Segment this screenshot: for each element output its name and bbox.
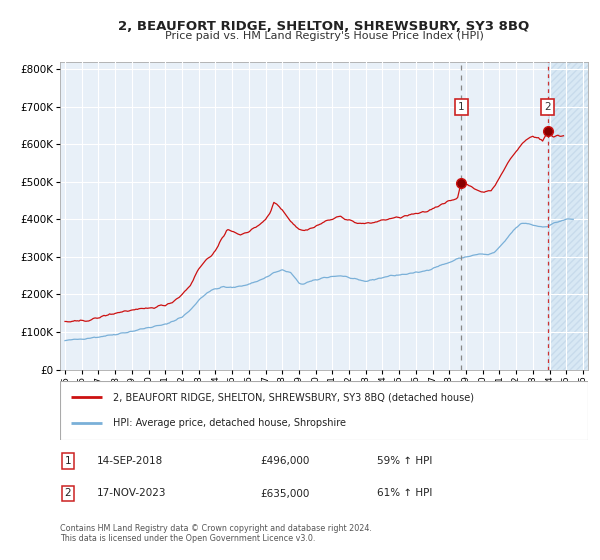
Text: 61% ↑ HPI: 61% ↑ HPI <box>377 488 432 498</box>
Bar <box>548 62 588 370</box>
Text: £496,000: £496,000 <box>260 456 310 466</box>
Text: 1: 1 <box>65 456 71 466</box>
Text: 17-NOV-2023: 17-NOV-2023 <box>97 488 166 498</box>
Text: Price paid vs. HM Land Registry's House Price Index (HPI): Price paid vs. HM Land Registry's House … <box>164 31 484 41</box>
Text: 59% ↑ HPI: 59% ↑ HPI <box>377 456 432 466</box>
Text: 2, BEAUFORT RIDGE, SHELTON, SHREWSBURY, SY3 8BQ: 2, BEAUFORT RIDGE, SHELTON, SHREWSBURY, … <box>118 20 530 32</box>
Text: Contains HM Land Registry data © Crown copyright and database right 2024.
This d: Contains HM Land Registry data © Crown c… <box>60 524 372 543</box>
Text: £635,000: £635,000 <box>260 488 310 498</box>
FancyBboxPatch shape <box>60 381 588 440</box>
Bar <box>548 62 588 370</box>
Text: 2: 2 <box>544 102 551 111</box>
Text: 1: 1 <box>458 102 464 111</box>
Text: HPI: Average price, detached house, Shropshire: HPI: Average price, detached house, Shro… <box>113 418 346 428</box>
Text: 14-SEP-2018: 14-SEP-2018 <box>97 456 163 466</box>
Text: 2: 2 <box>65 488 71 498</box>
Text: 2, BEAUFORT RIDGE, SHELTON, SHREWSBURY, SY3 8BQ (detached house): 2, BEAUFORT RIDGE, SHELTON, SHREWSBURY, … <box>113 392 474 402</box>
